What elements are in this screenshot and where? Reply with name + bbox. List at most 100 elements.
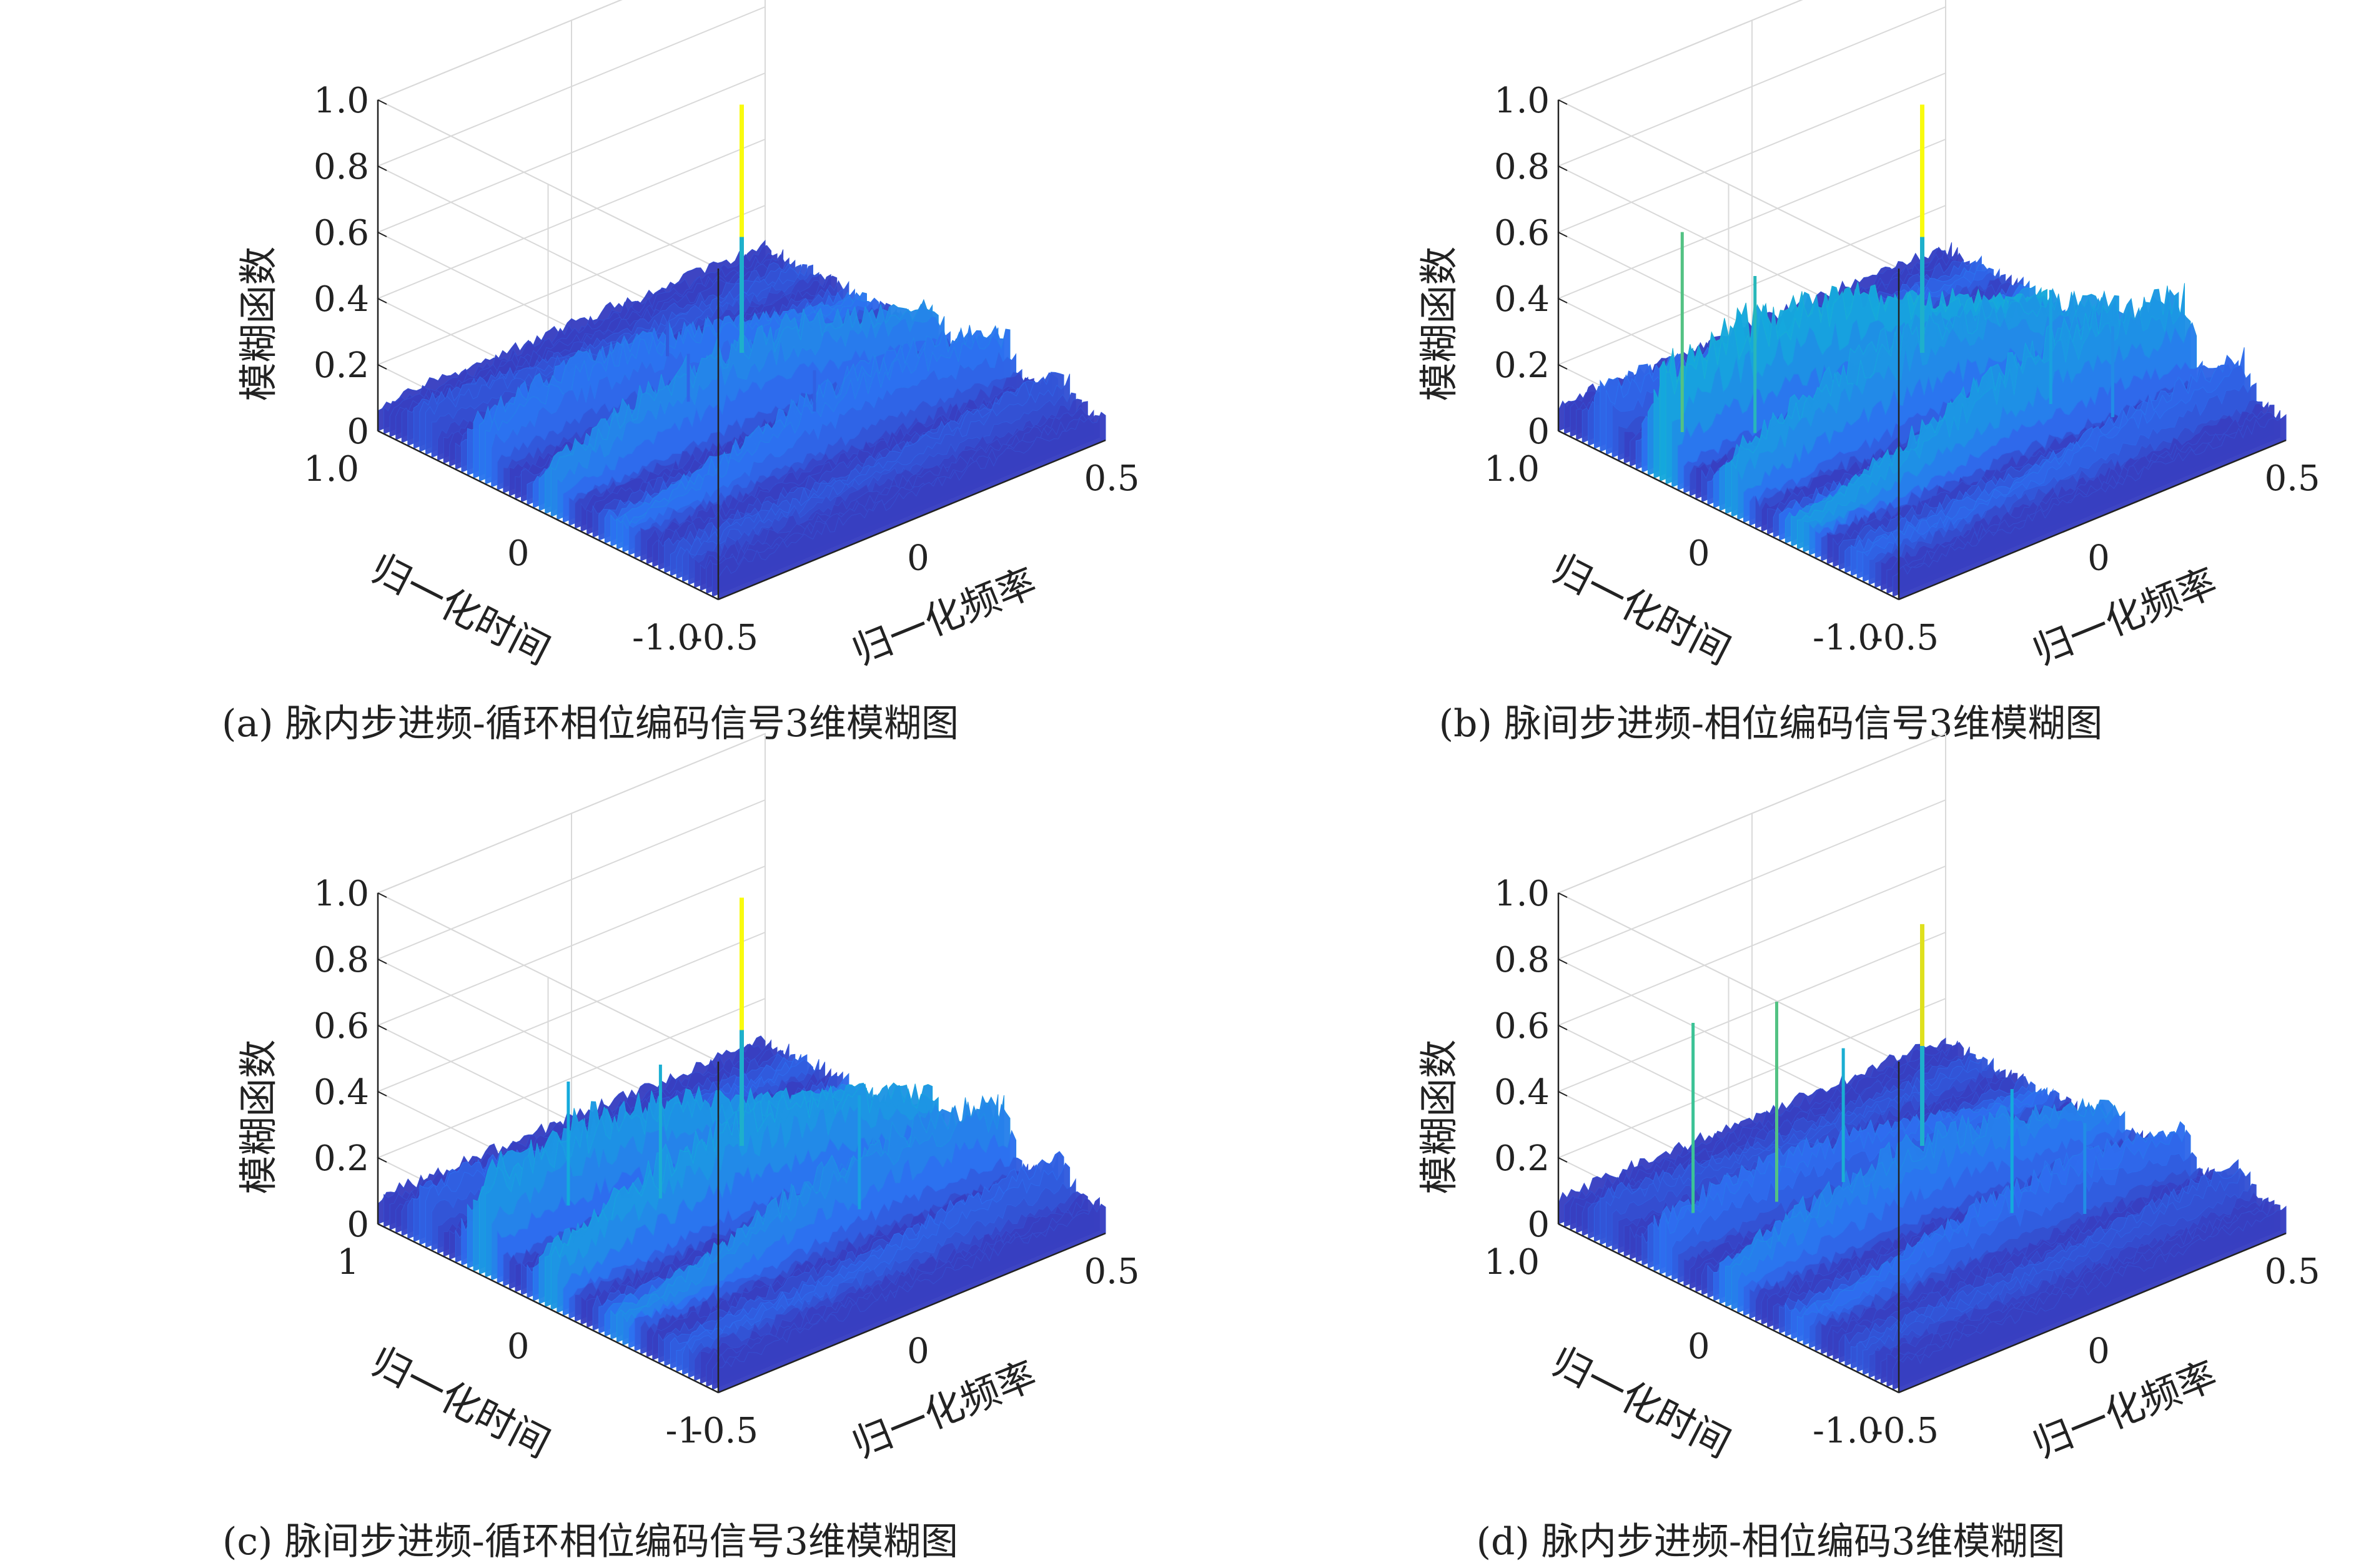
x-axis-line [1898,1232,2287,1394]
z-tick-label: 0.8 [1494,940,1550,980]
z-axis-label: 模糊函数 [235,1040,281,1195]
y-tick-label: 1 [337,1242,359,1283]
z-tick-label: 0.6 [314,213,369,254]
surface-plot-a: 00.20.40.60.81.0-0.500.51.00-1.0模糊函数归一化频… [235,0,1140,674]
x-axis-label: 归一化频率 [846,1353,1043,1467]
surface-slice [1898,414,2287,600]
y-axis-line [1558,1223,1899,1394]
z-tick-label: 0.4 [1494,1072,1550,1113]
z-tick [1558,1157,1568,1163]
z-tick-label: 0.2 [1494,1138,1550,1179]
spikes [666,104,816,412]
x-tick-label: 0.5 [1084,458,1139,499]
z-tick [1558,430,1568,436]
surface-plot-d: 00.20.40.60.81.0-0.500.51.00-1.0模糊函数归一化频… [1416,732,2320,1467]
z-tick-label: 0 [1527,1205,1550,1245]
z-tick [377,1025,387,1030]
x-axis-line [718,1232,1106,1394]
z-tick-label: 1.0 [314,81,369,121]
y-axis-line [377,1223,719,1394]
surface-slice [1898,1205,2287,1393]
x-axis-line [1898,439,2287,601]
surface [1558,1037,2287,1393]
surface [377,1035,1106,1393]
z-tick [377,298,387,303]
z-tick [1558,298,1568,303]
y-tick-label: 0 [1688,1326,1710,1367]
z-tick [377,959,387,964]
x-axis-label: 归一化频率 [2027,560,2224,674]
z-tick [377,892,387,898]
z-tick [377,430,387,436]
x-axis-line [718,439,1106,601]
surface [1558,242,2287,600]
surface-slice [1856,347,2245,579]
z-tick-label: 0.4 [1494,279,1550,320]
x-tick-label: 0 [2087,538,2110,579]
x-tick-label: -0.5 [691,1411,758,1451]
z-tick-label: 0 [347,412,369,452]
z-tick-label: 0 [347,1205,369,1245]
z-axis-label: 模糊函数 [1416,1040,1462,1195]
x-tick-label: -0.5 [1871,618,1939,658]
z-tick [377,1091,387,1097]
y-tick-label: -1.0 [1813,618,1880,658]
y-tick-label: 1.0 [304,449,359,490]
x-tick-label: -0.5 [1871,1411,1939,1451]
y-tick-label: -1.0 [632,618,700,658]
caption-a: (a) 脉内步进频-循环相位编码信号3维模糊图 [221,702,959,746]
spikes [567,897,861,1210]
panel-b: 0 0.2 0.4 0.6 0.8 1.0 -0.5 0 0.5 1.0 0 -1.0 模糊函数 归一化频… [1180,0,2361,775]
z-tick-label: 0 [1527,412,1550,452]
surface [377,239,1106,600]
spikes [1691,924,2087,1214]
y-axis-line [1558,430,1899,601]
caption-c: (c) 脉间步进频-循环相位编码信号3维模糊图 [222,1520,958,1564]
z-tick-label: 0.8 [314,147,369,187]
z-axis-label: 模糊函数 [1416,247,1462,402]
z-tick-label: 0.2 [314,345,369,386]
x-tick-label: 0.5 [1084,1251,1139,1292]
z-tick-label: 0.6 [1494,1006,1550,1047]
surface-plot-c: 00.20.40.60.81.0-0.500.510-1模糊函数归一化频率归一化… [235,732,1140,1467]
z-tick-label: 0.2 [1494,345,1550,386]
surface-plot-b: 00.20.40.60.81.0-0.500.51.00-1.0模糊函数归一化频… [1416,0,2320,674]
z-tick-label: 0.6 [1494,213,1550,254]
panel-d: 0 0.2 0.4 0.6 0.8 1.0 -0.5 0 0.5 1.0 0 -1.0 模糊函数 归一化频… [1180,732,2361,1568]
x-tick-label: 0 [2087,1331,2110,1372]
z-tick [1558,959,1568,964]
z-tick [377,99,387,105]
z-tick-label: 0.8 [314,940,369,980]
z-tick-label: 0.8 [1494,147,1550,187]
z-tick [1558,232,1568,237]
z-tick [1558,1223,1568,1229]
z-tick [377,232,387,237]
z-tick [1558,1091,1568,1097]
z-tick [1558,364,1568,370]
z-tick-label: 0.4 [314,279,369,320]
x-axis-label: 归一化频率 [2027,1353,2224,1467]
x-tick-label: 0.5 [2264,458,2320,499]
y-axis-line [377,430,719,601]
y-tick-label: 0 [1688,533,1710,574]
y-tick-label: 0 [507,533,530,574]
z-tick-label: 1.0 [314,874,369,914]
x-axis-label: 归一化频率 [846,560,1043,674]
x-tick-label: 0 [907,1331,929,1372]
z-tick [1558,1025,1568,1030]
z-tick-label: 0.6 [314,1006,369,1047]
z-tick [377,364,387,370]
z-tick-label: 0.2 [314,1138,369,1179]
spikes [1680,104,2114,433]
y-tick-label: 0 [507,1326,530,1367]
caption-d: (d) 脉内步进频-相位编码3维模糊图 [1476,1520,2066,1564]
caption-b: (b) 脉间步进频-相位编码信号3维模糊图 [1438,702,2103,746]
z-tick-label: 1.0 [1494,874,1550,914]
panel-a: 0 0.2 0.4 0.6 0.8 1.0 -0.5 0 0.5 1.0 0 -1.0 模糊函数 归一化频… [0,0,1180,775]
surface-slice [718,412,1106,600]
z-tick [1558,99,1568,105]
z-axis-label: 模糊函数 [235,247,281,402]
z-tick [377,1157,387,1163]
x-tick-label: 0 [907,538,929,579]
